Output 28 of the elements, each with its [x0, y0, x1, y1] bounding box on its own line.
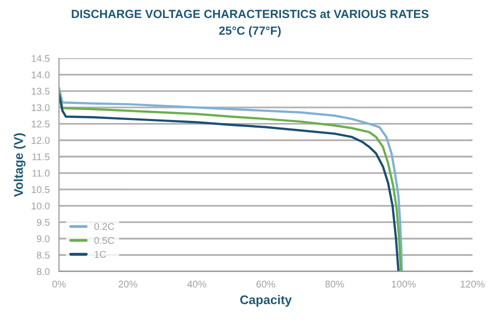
x-tick-label: 100% [392, 280, 416, 288]
x-axis-title: Capacity [240, 295, 292, 307]
y-tick-label: 13.0 [32, 104, 50, 112]
x-tick-label: 80% [325, 280, 344, 288]
x-tick-label: 120% [460, 280, 485, 288]
y-tick-label: 12.5 [32, 120, 50, 128]
y-tick-label: 11.5 [32, 153, 50, 160]
y-tick-label: 14.0 [32, 71, 50, 78]
y-tick-label: 14.5 [32, 55, 50, 62]
y-tick-label: 9.5 [36, 218, 50, 226]
y-tick-label: 10.0 [32, 202, 50, 210]
y-tick-label: 12.0 [32, 136, 50, 144]
y-tick-label: 8.0 [36, 268, 50, 276]
x-tick-label: 20% [118, 280, 138, 288]
y-tick-label: 10.5 [32, 186, 50, 194]
y-tick-label: 9.0 [36, 235, 50, 242]
y-axis-title: Voltage (V) [14, 133, 26, 197]
x-tick-label: 0% [52, 280, 66, 288]
chart-title: DISCHARGE VOLTAGE CHARACTERISTICS at VARIOUS RATES [72, 10, 428, 18]
x-tick-label: 60% [256, 280, 276, 288]
legend-label: 0.5C [94, 237, 114, 244]
chart-subtitle: 25°C (77°F) [219, 26, 281, 38]
y-tick-label: 13.5 [32, 88, 50, 95]
y-tick-label: 11.0 [32, 170, 50, 177]
legend-label: 1C [94, 250, 106, 258]
y-tick-label: 8.5 [36, 252, 50, 259]
legend-label: 0.2C [94, 223, 114, 230]
x-tick-label: 40% [187, 280, 206, 288]
